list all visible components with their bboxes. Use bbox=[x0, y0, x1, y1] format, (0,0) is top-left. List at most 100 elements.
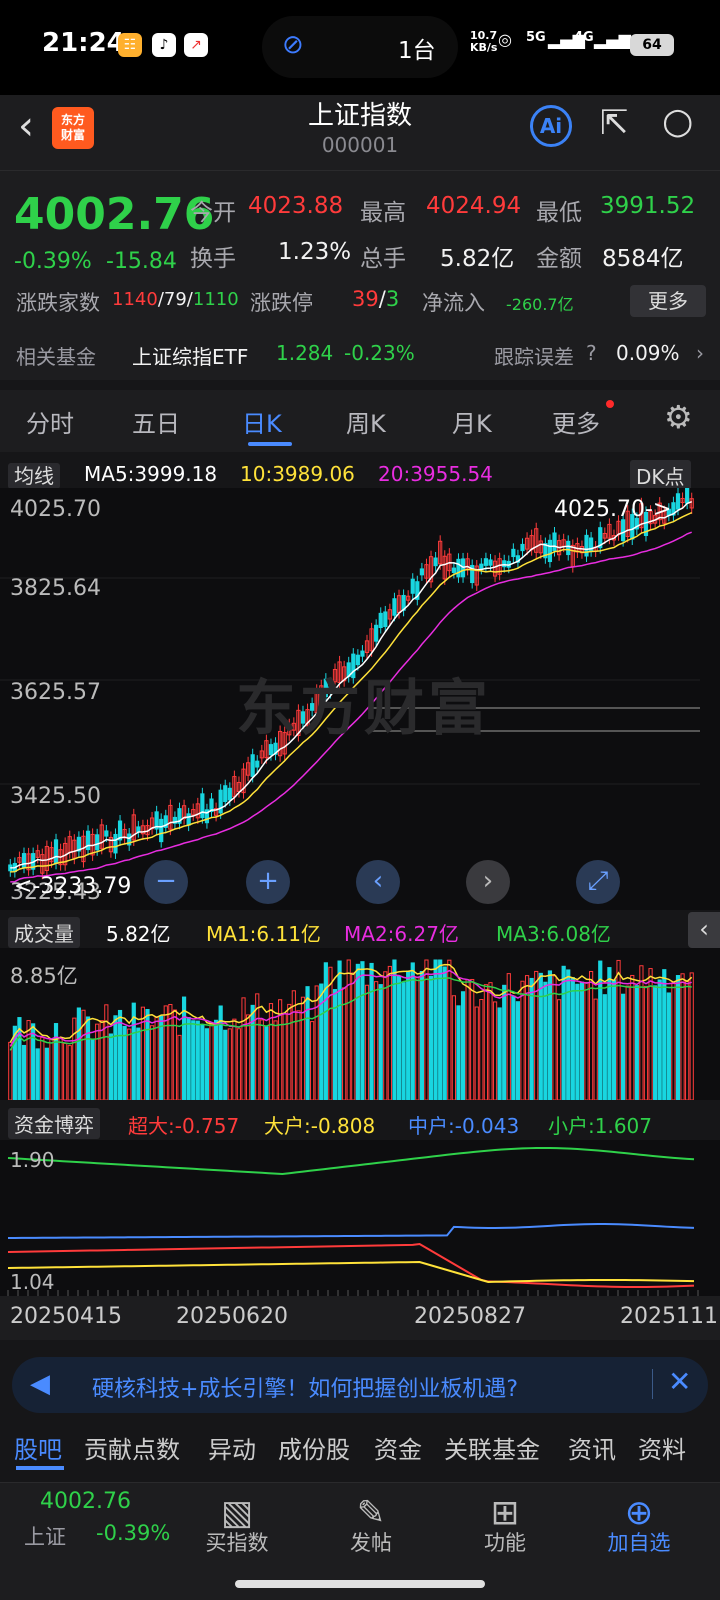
dock-index-name: 上证 bbox=[24, 1525, 66, 1549]
candle bbox=[17, 857, 22, 863]
ma20-label: 20:3955.54 bbox=[378, 462, 493, 486]
add-watchlist-button[interactable]: 加自选 bbox=[607, 1531, 671, 1555]
candle bbox=[172, 816, 178, 824]
volume-bar bbox=[419, 970, 424, 1100]
volume-bar bbox=[675, 975, 681, 1100]
volume-bar bbox=[250, 1004, 255, 1100]
candle bbox=[534, 528, 539, 553]
volume-bar bbox=[556, 999, 562, 1100]
volume-bar bbox=[653, 985, 658, 1100]
help-icon[interactable]: ? bbox=[586, 341, 597, 365]
volume-bar bbox=[561, 965, 566, 1100]
tab-profile[interactable]: 资料 bbox=[638, 1436, 686, 1464]
buy-index-button[interactable]: 买指数 bbox=[205, 1531, 269, 1555]
super-large-flow: 超大:-0.757 bbox=[128, 1114, 240, 1138]
share-icon[interactable]: ⇱ bbox=[600, 103, 629, 143]
volume-bar bbox=[177, 1034, 182, 1100]
post-button[interactable]: 发帖 bbox=[350, 1531, 392, 1555]
candle bbox=[319, 685, 324, 702]
dynamic-island[interactable]: ⊘ 1台 bbox=[262, 16, 458, 78]
super-flow-line bbox=[7, 1242, 695, 1288]
tab-capital[interactable]: 资金 bbox=[374, 1436, 422, 1464]
turnover-value: 1.23% bbox=[278, 239, 352, 265]
fullscreen-icon[interactable]: ⤢ bbox=[576, 860, 620, 904]
candle bbox=[598, 527, 603, 549]
volume-bar bbox=[529, 977, 534, 1100]
promo-banner[interactable]: ◀ 硬核科技+成长引擎！如何把握创业板机遇? ✕ bbox=[12, 1357, 708, 1413]
candle bbox=[657, 502, 662, 521]
volume-bar bbox=[666, 992, 671, 1100]
volume-bar bbox=[547, 970, 553, 1100]
volume-bar bbox=[122, 1025, 127, 1100]
more-quote-button[interactable]: 更多 bbox=[630, 285, 706, 317]
change-percent: -0.39% bbox=[14, 249, 92, 274]
kline-chart[interactable] bbox=[0, 488, 720, 910]
volume-bar bbox=[168, 1003, 173, 1100]
capital-toggle[interactable]: 资金博弈 bbox=[8, 1108, 100, 1139]
candle bbox=[255, 760, 260, 768]
zoom-in-button[interactable]: + bbox=[246, 860, 290, 904]
volume-bar bbox=[374, 981, 379, 1100]
volume-chart[interactable] bbox=[0, 948, 720, 1100]
tab-weekly-k[interactable]: 周K bbox=[346, 410, 386, 438]
amount-value: 8584亿 bbox=[602, 246, 684, 272]
volume-bar bbox=[259, 1019, 264, 1100]
volume-bar bbox=[305, 986, 310, 1100]
capital-chart[interactable] bbox=[0, 1140, 720, 1296]
ai-button[interactable]: Ai bbox=[530, 105, 572, 147]
candle bbox=[259, 750, 264, 759]
tab-monthly-k[interactable]: 月K bbox=[452, 410, 492, 438]
add-circle-icon[interactable]: ⊕ bbox=[624, 1493, 654, 1533]
mid-flow: 中户:-0.043 bbox=[408, 1114, 520, 1138]
volume-toggle[interactable]: 成交量 bbox=[8, 917, 80, 948]
ma-toggle[interactable]: 均线 bbox=[8, 463, 60, 489]
chart-icon[interactable]: ▧ bbox=[220, 1493, 254, 1533]
candle bbox=[689, 498, 694, 509]
volume-bar bbox=[76, 1007, 81, 1100]
home-indicator bbox=[235, 1580, 485, 1588]
grid-icon[interactable]: ⊞ bbox=[490, 1493, 520, 1533]
volume-bar bbox=[53, 1023, 59, 1100]
dk-point-button[interactable]: DK点 bbox=[630, 460, 691, 491]
pan-right-button[interactable]: › bbox=[466, 860, 510, 904]
chevron-right-icon[interactable]: › bbox=[696, 341, 704, 365]
tab-movement[interactable]: 异动 bbox=[208, 1436, 256, 1464]
volume-bar bbox=[95, 1023, 100, 1100]
gear-icon[interactable]: ⚙ bbox=[664, 398, 693, 436]
candle bbox=[310, 703, 315, 711]
candle bbox=[245, 762, 251, 776]
candle bbox=[374, 624, 379, 642]
edit-icon[interactable]: ✎ bbox=[356, 1493, 386, 1533]
zoom-out-button[interactable]: − bbox=[144, 860, 188, 904]
tab-five-day[interactable]: 五日 bbox=[132, 410, 180, 438]
small-flow: 小户:1.607 bbox=[548, 1114, 652, 1138]
candle bbox=[488, 559, 493, 566]
fund-name[interactable]: 上证综指ETF bbox=[132, 345, 249, 369]
function-button[interactable]: 功能 bbox=[484, 1531, 526, 1555]
volume-bar bbox=[44, 1047, 49, 1100]
tab-news[interactable]: 资讯 bbox=[568, 1436, 616, 1464]
tab-contribution[interactable]: 贡献点数 bbox=[84, 1436, 180, 1464]
pan-left-button[interactable]: ‹ bbox=[356, 860, 400, 904]
dock-index-change: -0.39% bbox=[96, 1521, 171, 1545]
close-icon[interactable]: ✕ bbox=[668, 1365, 692, 1398]
tab-forum[interactable]: 股吧 bbox=[14, 1436, 62, 1464]
collapse-panel-icon[interactable]: ‹ bbox=[688, 912, 720, 948]
back-icon[interactable]: ‹ bbox=[18, 103, 34, 149]
tab-intraday[interactable]: 分时 bbox=[26, 410, 74, 438]
tab-related-funds[interactable]: 关联基金 bbox=[444, 1436, 540, 1464]
open-label: 今开 bbox=[190, 200, 236, 226]
tab-daily-k[interactable]: 日K bbox=[242, 410, 282, 438]
active-tab-indicator bbox=[248, 442, 292, 446]
tab-more[interactable]: 更多 bbox=[552, 410, 600, 438]
volume-bar bbox=[566, 969, 571, 1100]
candle bbox=[278, 730, 283, 757]
search-icon[interactable]: ○ bbox=[662, 101, 694, 142]
tab-constituents[interactable]: 成份股 bbox=[278, 1436, 350, 1464]
volume-bar bbox=[213, 1019, 219, 1100]
volume-bar bbox=[621, 993, 626, 1100]
eastmoney-logo[interactable]: 东方 财富 bbox=[52, 107, 94, 149]
volume-bar bbox=[108, 1033, 114, 1100]
active-tab-indicator bbox=[16, 1466, 64, 1470]
volume-bar bbox=[428, 975, 434, 1100]
